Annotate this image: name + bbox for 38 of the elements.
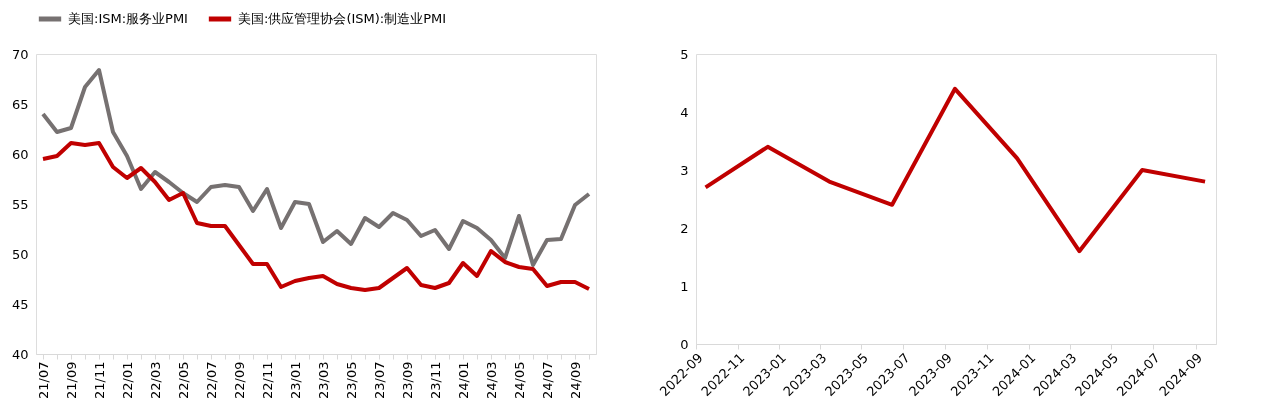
y-tick-label: 0 [680, 336, 689, 352]
x-tick-label: 21/11 [91, 361, 107, 399]
x-tick-label: 21/07 [35, 361, 51, 399]
line-series [41, 68, 591, 267]
x-tick-label: 22/05 [175, 361, 191, 399]
x-tick-label: 22/09 [231, 361, 247, 399]
x-tick-label: 24/01 [455, 361, 471, 399]
y-tick-label: 50 [11, 246, 29, 262]
y-tick-label: 4 [680, 104, 689, 120]
x-tick-label: 22/01 [119, 361, 135, 399]
x-tick-label: 23/09 [399, 361, 415, 399]
x-tick-label: 24/09 [567, 361, 583, 399]
y-tick-label: 5 [680, 46, 689, 62]
y-tick-label: 1 [680, 278, 689, 294]
x-tick-label: 22/03 [147, 361, 163, 399]
line-series [41, 141, 591, 292]
line-series [703, 86, 1208, 254]
y-tick-label: 55 [11, 196, 29, 212]
x-tick-label: 24/03 [483, 361, 499, 399]
legend-label: 美国:ISM:服务业PMI [68, 11, 188, 26]
x-tick-label: 24/05 [511, 361, 527, 399]
x-tick-label: 21/09 [63, 361, 79, 399]
y-tick-label: 3 [680, 162, 689, 178]
y-tick-label: 60 [11, 146, 29, 162]
x-tick-label: 22/11 [259, 361, 275, 399]
x-tick-label: 23/07 [371, 361, 387, 399]
y-tick-label: 45 [11, 296, 29, 312]
legend-label: 美国:供应管理协会(ISM):制造业PMI [238, 11, 447, 26]
y-tick-label: 70 [11, 46, 29, 62]
x-tick-label: 23/05 [343, 361, 359, 399]
y-tick-label: 40 [11, 346, 29, 362]
x-tick-label: 22/07 [203, 361, 219, 399]
x-tick-label: 23/01 [287, 361, 303, 399]
x-tick-label: 24/07 [539, 361, 555, 399]
y-tick-label: 65 [11, 96, 29, 112]
y-tick-label: 2 [680, 220, 689, 236]
x-tick-label: 23/11 [427, 361, 443, 399]
x-tick-label: 23/03 [315, 361, 331, 399]
